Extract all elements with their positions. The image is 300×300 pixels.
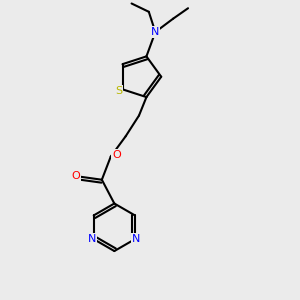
Text: N: N [132, 234, 141, 244]
Text: O: O [112, 150, 121, 160]
Text: N: N [88, 234, 96, 244]
Text: O: O [71, 171, 80, 181]
Text: N: N [151, 27, 160, 37]
Text: S: S [116, 86, 122, 96]
